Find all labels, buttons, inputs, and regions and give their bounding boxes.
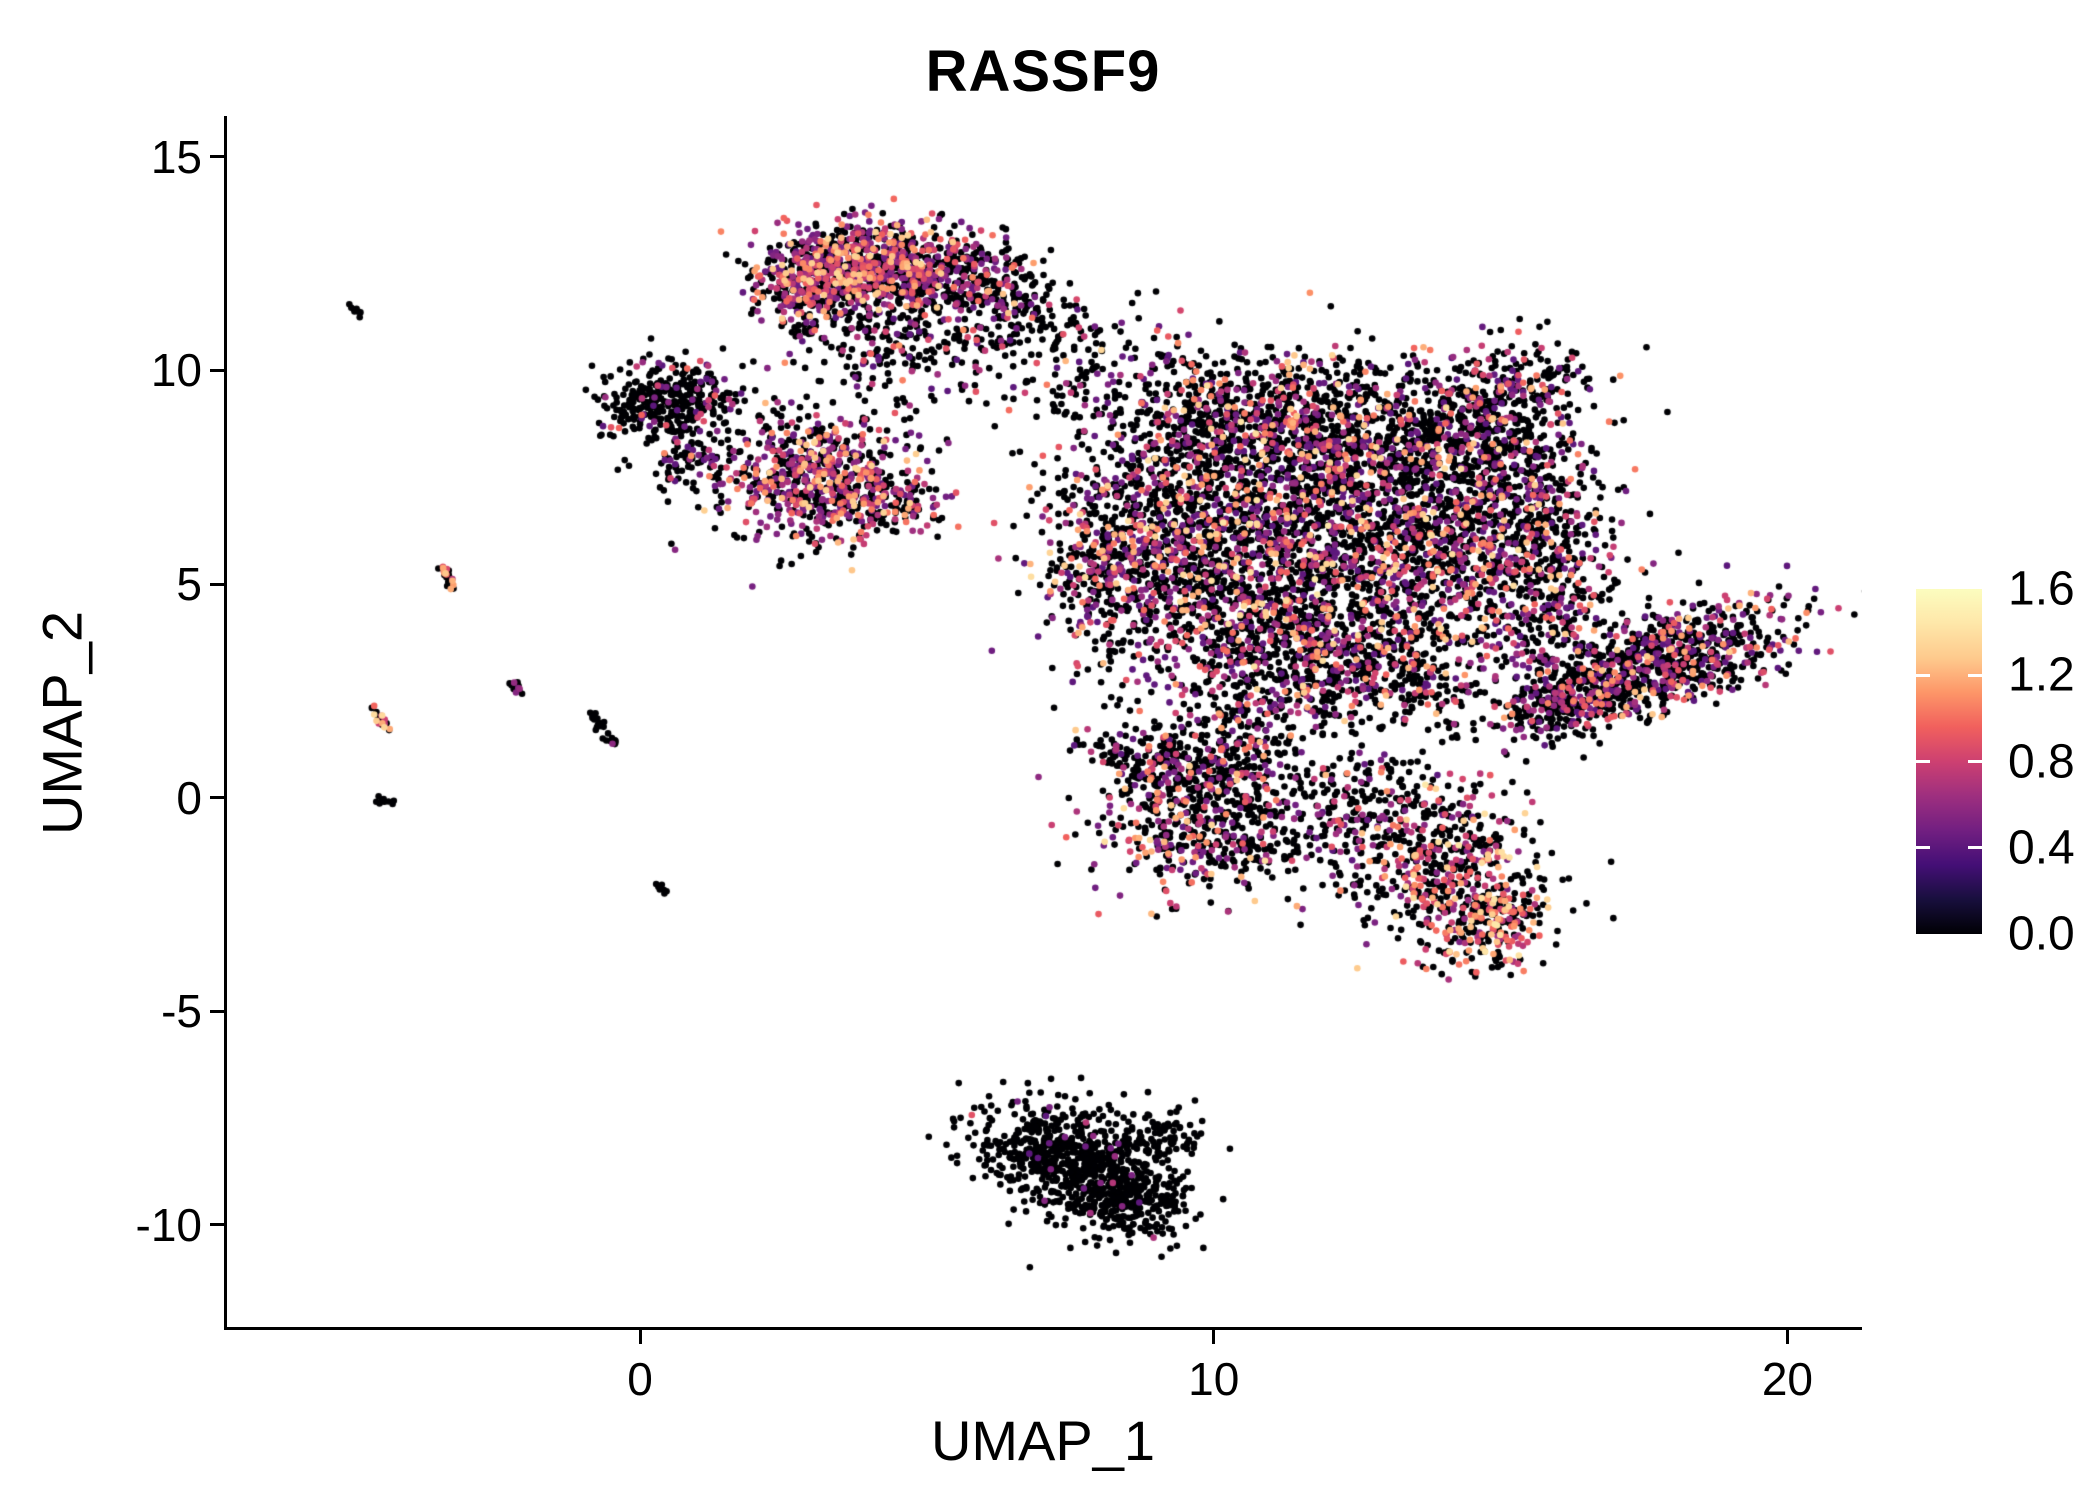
x-tick-mark — [1212, 1330, 1216, 1344]
y-tick-label: -10 — [135, 1198, 202, 1251]
colorbar-tick-mark — [1968, 846, 1982, 850]
legend-tick-label: 0.4 — [2008, 821, 2075, 875]
x-tick-mark — [1785, 1330, 1789, 1344]
y-tick-mark — [210, 368, 224, 372]
colorbar-tick-mark — [1916, 760, 1930, 763]
chart-title: RASSF9 — [925, 39, 1161, 104]
plot-area — [224, 116, 1862, 1330]
y-tick-label: 15 — [150, 130, 202, 183]
colorbar-gradient — [1916, 589, 1982, 934]
colorbar-tick-mark — [1916, 846, 1930, 850]
y-tick-label: -5 — [161, 985, 202, 1037]
colorbar-tick-mark — [1968, 673, 1982, 677]
legend-tick-label: 1.2 — [2008, 648, 2075, 702]
y-tick-label: 0 — [176, 771, 202, 824]
x-tick-mark — [638, 1330, 642, 1344]
colorbar-tick-mark — [1968, 760, 1982, 763]
color-legend: 1.6 1.2 0.8 0.4 0.0 — [1916, 563, 2100, 961]
x-axis-title: UMAP_1 — [930, 1409, 1156, 1472]
y-tick-mark — [210, 155, 224, 159]
colorbar-tick-mark — [1916, 673, 1930, 677]
x-tick-label: 0 — [627, 1353, 653, 1405]
legend-tick-label: 0.0 — [2008, 907, 2075, 961]
y-tick-mark — [210, 582, 224, 586]
y-tick-label: 10 — [150, 344, 202, 397]
legend-tick-label: 0.8 — [2008, 735, 2075, 788]
y-tick-label: 5 — [176, 558, 202, 610]
y-tick-mark — [210, 796, 224, 799]
y-tick-mark — [210, 1223, 224, 1227]
legend-tick-label: 1.6 — [2008, 562, 2075, 616]
x-tick-label: 10 — [1188, 1353, 1240, 1405]
x-tick-label: 20 — [1761, 1353, 1813, 1405]
scatter-canvas — [227, 116, 1862, 1327]
y-tick-mark — [210, 1009, 224, 1013]
